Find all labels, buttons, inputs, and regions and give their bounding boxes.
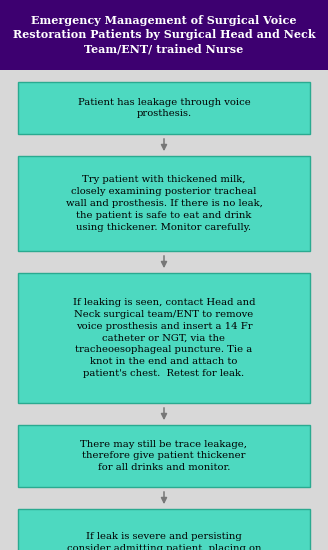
FancyBboxPatch shape (18, 273, 310, 403)
FancyBboxPatch shape (18, 425, 310, 487)
FancyBboxPatch shape (18, 156, 310, 251)
Text: If leak is severe and persisting
consider admitting patient, placing on
NBM and : If leak is severe and persisting conside… (67, 532, 261, 550)
Text: Try patient with thickened milk,
closely examining posterior tracheal
wall and p: Try patient with thickened milk, closely… (66, 175, 262, 232)
Text: There may still be trace leakage,
therefore give patient thickener
for all drink: There may still be trace leakage, theref… (80, 439, 248, 472)
Bar (0, 0, 328, 70)
Text: Emergency Management of Surgical Voice
Restoration Patients by Surgical Head and: Emergency Management of Surgical Voice R… (13, 15, 315, 54)
FancyBboxPatch shape (18, 509, 310, 550)
Text: If leaking is seen, contact Head and
Neck surgical team/ENT to remove
voice pros: If leaking is seen, contact Head and Nec… (73, 298, 255, 378)
FancyBboxPatch shape (18, 82, 310, 134)
Text: Patient has leakage through voice
prosthesis.: Patient has leakage through voice prosth… (78, 97, 250, 118)
